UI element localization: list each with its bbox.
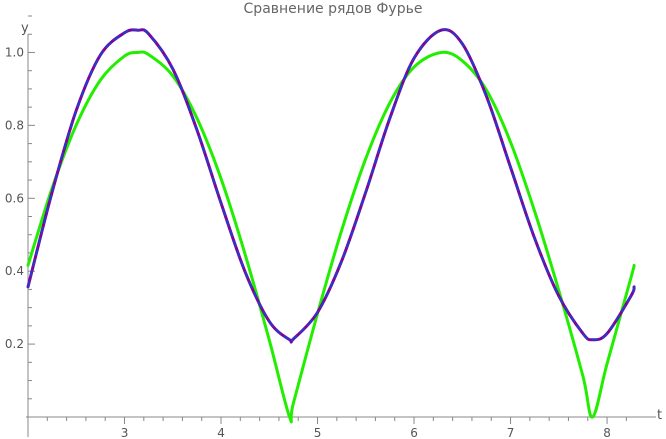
x-axis-label: t xyxy=(657,408,662,423)
y-tick-label: 1.0 xyxy=(5,45,24,59)
chart-title: Сравнение рядов Фурье xyxy=(243,1,423,17)
x-tick-label: 5 xyxy=(314,426,322,439)
series-line xyxy=(26,28,636,344)
ticks: 3 4 5 6 7 8 0.2 0.4 0.6 0.8 1.0 xyxy=(5,15,627,439)
x-tick-label: 7 xyxy=(507,426,515,439)
y-axis-label: y xyxy=(21,21,29,36)
series-line xyxy=(27,28,636,344)
x-tick-label: 8 xyxy=(603,426,611,439)
y-tick-label: 0.2 xyxy=(5,337,24,351)
x-tick-label: 3 xyxy=(121,426,129,439)
y-tick-label: 0.8 xyxy=(5,118,24,132)
y-tick-label: 0.6 xyxy=(5,191,24,205)
series-line xyxy=(26,50,636,424)
x-tick-label: 6 xyxy=(410,426,418,439)
series-layer xyxy=(26,28,636,424)
axes: t y xyxy=(21,21,662,437)
y-tick-label: 0.4 xyxy=(5,264,24,278)
x-tick-label: 4 xyxy=(217,426,225,439)
